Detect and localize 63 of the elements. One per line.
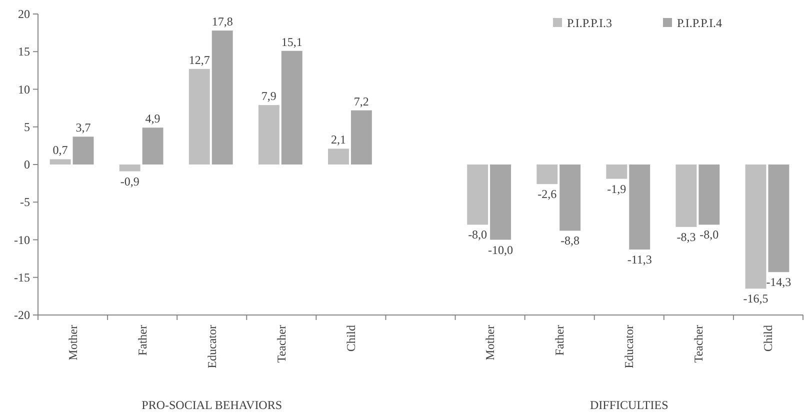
y-tick-label: 0 xyxy=(24,158,30,172)
bar xyxy=(606,164,628,179)
data-label: 12,7 xyxy=(188,52,210,67)
y-tick-label: -20 xyxy=(14,308,30,322)
x-tick-label: Teacher xyxy=(692,325,706,363)
y-tick-label: 10 xyxy=(18,82,30,96)
bar xyxy=(50,159,71,164)
y-tick-label: -5 xyxy=(20,195,30,210)
data-label: -2,6 xyxy=(538,187,557,202)
x-tick-label: Child xyxy=(344,325,358,352)
text: PRO-SOCIAL BEHAVIORS xyxy=(142,398,282,412)
bar xyxy=(536,164,558,184)
y-tick-label: 20 xyxy=(18,7,30,21)
data-label: 15,1 xyxy=(281,34,302,49)
bar xyxy=(350,110,372,164)
data-label: 7,2 xyxy=(354,94,369,108)
bar xyxy=(119,164,140,172)
data-label: -14,3 xyxy=(766,275,792,290)
bar xyxy=(490,164,511,240)
bar xyxy=(676,164,697,227)
x-tick-label: Mother xyxy=(483,325,498,360)
data-label: -10,0 xyxy=(488,242,514,257)
bar xyxy=(328,148,349,164)
legend-label: P.I.P.P.I.3 xyxy=(567,16,612,30)
data-label: -11,3 xyxy=(627,252,652,267)
data-label: -8,3 xyxy=(676,230,696,244)
y-tick-label: 15 xyxy=(18,44,30,59)
x-tick-label: Teacher xyxy=(274,325,288,363)
text: DIFFICULTIES xyxy=(590,398,668,412)
x-tick-label: Educator xyxy=(622,324,636,368)
data-label: 0,7 xyxy=(52,143,68,158)
data-label: -1,9 xyxy=(607,182,626,196)
data-label: -0,9 xyxy=(120,174,140,188)
y-tick-label: 5 xyxy=(24,120,30,134)
x-tick-label: Child xyxy=(761,325,776,352)
y-tick-label: -10 xyxy=(14,232,30,247)
data-label: 17,8 xyxy=(212,14,233,29)
legend-label: P.I.P.P.I.4 xyxy=(677,16,722,30)
x-tick-label: Educator xyxy=(204,324,219,368)
bar xyxy=(560,164,581,231)
data-label: 3,7 xyxy=(76,120,91,135)
bar xyxy=(212,30,233,164)
bar xyxy=(745,164,766,289)
bar xyxy=(142,128,164,164)
data-label: -16,5 xyxy=(743,292,768,306)
bar xyxy=(467,164,488,225)
bar xyxy=(768,164,790,272)
data-label: -8,0 xyxy=(468,228,488,242)
data-label: 2,1 xyxy=(330,132,346,147)
data-label: 4,9 xyxy=(145,112,160,126)
bar xyxy=(281,50,302,164)
data-label: -8,0 xyxy=(700,228,719,242)
bar xyxy=(629,164,650,250)
bar xyxy=(188,68,210,164)
x-tick-label: Father xyxy=(135,324,150,356)
y-tick-label: -15 xyxy=(14,270,30,284)
bar xyxy=(258,105,280,164)
bar xyxy=(72,136,94,164)
x-tick-label: Mother xyxy=(66,325,80,360)
data-label: 7,9 xyxy=(261,89,276,104)
bar xyxy=(698,164,720,225)
x-tick-label: Father xyxy=(552,324,567,356)
data-label: -8,8 xyxy=(560,234,580,248)
